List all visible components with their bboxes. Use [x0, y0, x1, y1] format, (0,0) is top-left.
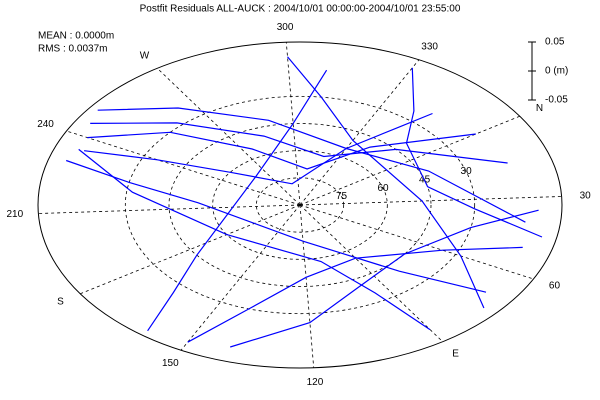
- horizon: [37, 41, 563, 369]
- azimuth-label: N: [536, 103, 543, 114]
- azimuth-line: [299, 204, 443, 342]
- azimuth-label: S: [57, 296, 64, 307]
- azimuth-line: [157, 68, 301, 206]
- azimuth-label: 150: [162, 358, 179, 369]
- azimuth-label: 120: [307, 377, 324, 388]
- chart-title: Postfit Residuals ALL-AUCK : 2004/10/01 …: [140, 4, 461, 15]
- azimuth-label: 300: [277, 22, 294, 33]
- satellite-track: [84, 112, 433, 185]
- satellite-track: [90, 122, 508, 164]
- rms-label: RMS : 0.0037m: [38, 44, 107, 55]
- scale-tick-label: -0.05: [545, 95, 568, 106]
- azimuth-line: [180, 204, 301, 351]
- elevation-label: 60: [377, 183, 389, 194]
- elevation-circle: [168, 123, 432, 287]
- elevation-circle: [124, 95, 476, 315]
- azimuth-label: 30: [580, 190, 592, 201]
- satellite-track: [78, 148, 431, 331]
- mean-label: MEAN : 0.0000m: [38, 31, 114, 42]
- azimuth-line: [38, 204, 301, 214]
- satellite-track: [405, 67, 543, 238]
- azimuth-label: 60: [549, 280, 561, 291]
- satellite-track: [147, 69, 328, 332]
- satellite-track: [230, 209, 539, 348]
- azimuth-line: [299, 204, 534, 280]
- elevation-label: 30: [461, 166, 473, 177]
- elevation-label: 75: [336, 191, 348, 202]
- satellite-track: [287, 56, 485, 309]
- azimuth-line: [66, 130, 301, 206]
- scale-tick-label: 0.05: [545, 37, 565, 48]
- satellite-track: [97, 107, 526, 223]
- elevation-circle: [212, 150, 388, 260]
- satellite-track: [87, 131, 476, 170]
- azimuth-line: [299, 196, 562, 206]
- azimuth-label: 210: [6, 209, 23, 220]
- azimuth-label: E: [452, 349, 459, 360]
- azimuth-label: 240: [37, 119, 54, 130]
- elevation-circle: [255, 177, 345, 233]
- azimuth-label: 330: [421, 41, 438, 52]
- satellite-track: [66, 159, 487, 293]
- scale-tick-label: 0 (m): [545, 66, 568, 77]
- azimuth-label: W: [140, 51, 150, 62]
- azimuth-line: [299, 59, 420, 206]
